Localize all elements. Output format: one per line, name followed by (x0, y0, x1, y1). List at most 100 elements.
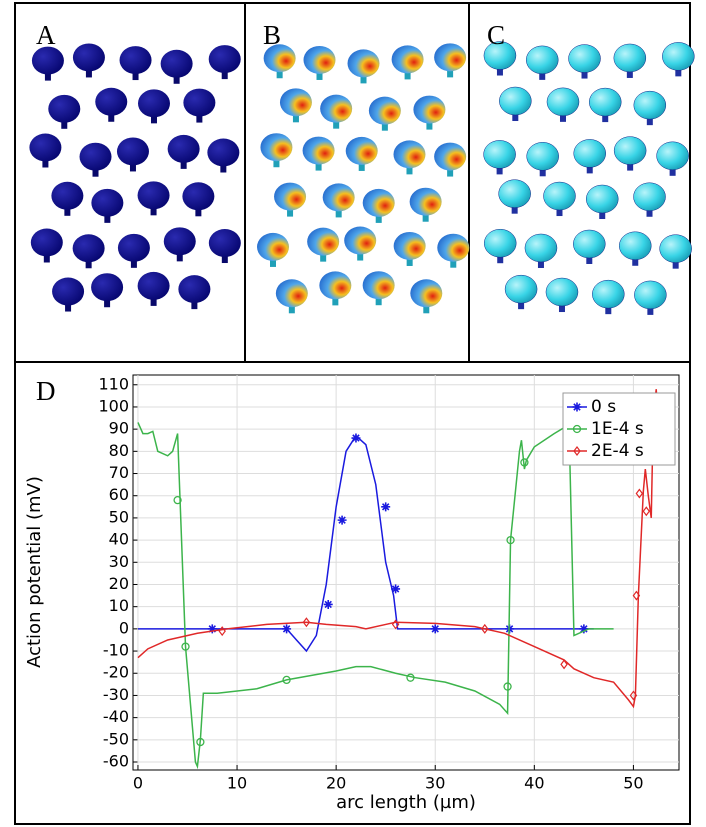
cell-body (393, 231, 426, 260)
y-tick-label: -60 (103, 752, 129, 771)
cell (585, 184, 619, 220)
cell-body (117, 233, 150, 262)
cell-body (345, 136, 378, 165)
marker (173, 496, 182, 505)
y-tick-label: 0 (119, 618, 129, 637)
cell (633, 90, 667, 126)
marker (323, 599, 333, 609)
cell-body (588, 87, 622, 117)
cell-body (504, 274, 538, 304)
y-tick-label: 110 (98, 374, 129, 393)
cell (345, 136, 378, 171)
marker (573, 446, 581, 456)
cell-body (51, 181, 84, 210)
x-tick-label: 0 (133, 774, 143, 793)
series-line (137, 422, 614, 770)
cell-body (260, 133, 293, 162)
marker (506, 535, 515, 545)
cell-body (274, 182, 307, 211)
cell-body (119, 46, 152, 75)
cell-body (319, 271, 352, 300)
cell (303, 45, 336, 80)
cell-stem (316, 67, 323, 80)
cell-body (410, 279, 443, 308)
cell-body (182, 182, 215, 211)
cell (613, 136, 647, 171)
y-tick-label: 100 (98, 396, 129, 415)
marker (302, 617, 311, 628)
cell (659, 234, 692, 269)
cell (568, 44, 601, 79)
cell-body (163, 227, 196, 256)
cell (117, 233, 150, 268)
cell-body (302, 136, 335, 165)
cell (52, 277, 85, 312)
cell (613, 43, 647, 78)
cell (573, 139, 606, 174)
cell-body (568, 44, 601, 73)
marker (391, 584, 401, 594)
cell-body (526, 142, 559, 171)
legend: 0 s1E-4 s2E-4 s (562, 392, 676, 466)
cell-body (362, 188, 395, 217)
cell-body (613, 43, 647, 73)
cell (72, 43, 105, 78)
cell-body (524, 233, 558, 263)
x-tick-label: 40 (524, 774, 544, 793)
cell (633, 182, 666, 217)
cell-body (543, 181, 576, 211)
cell-body (116, 137, 149, 166)
cell-body (525, 45, 559, 75)
cell-body (263, 44, 296, 73)
cell (51, 181, 84, 216)
legend-label: 2E-4 s (591, 441, 644, 461)
cell-body (633, 90, 667, 120)
y-axis-title: Action potential (mV) (24, 476, 45, 668)
cell (483, 140, 516, 175)
cell-body (391, 45, 424, 74)
cell (208, 229, 241, 264)
x-tick-label: 10 (227, 774, 247, 793)
cell (91, 188, 124, 223)
cell (483, 41, 517, 76)
cell (434, 142, 467, 177)
cell (116, 137, 149, 172)
cell (257, 232, 290, 267)
cell-body (437, 233, 470, 262)
cell (320, 94, 353, 129)
cell (319, 271, 352, 306)
panel-label: C (487, 20, 505, 50)
marker (391, 619, 400, 630)
marker (642, 506, 651, 517)
cell (656, 141, 689, 176)
cell (137, 181, 170, 216)
cell (391, 45, 424, 80)
cell (543, 181, 576, 217)
cell (91, 273, 124, 308)
cell-body (31, 46, 64, 75)
marker (218, 626, 226, 637)
cell-body (659, 234, 692, 263)
cell-body (320, 94, 353, 123)
cell (260, 133, 293, 168)
cell-body (573, 139, 606, 168)
cell-body (275, 279, 308, 308)
panel-label: D (36, 376, 56, 406)
marker (560, 659, 568, 670)
cell (137, 89, 170, 124)
cell (29, 133, 62, 168)
cell-body (322, 183, 355, 212)
x-axis-title: arc length (µm) (336, 792, 476, 813)
cell (274, 182, 307, 217)
cell-body (344, 226, 377, 255)
cell (279, 88, 312, 123)
cell (79, 142, 112, 177)
cell (163, 227, 196, 262)
marker (351, 433, 361, 443)
marker (579, 624, 589, 634)
cell-body (499, 86, 532, 116)
cell-body (483, 228, 517, 258)
cell-body (362, 271, 395, 300)
cell (362, 271, 395, 306)
cell-body (662, 42, 695, 71)
